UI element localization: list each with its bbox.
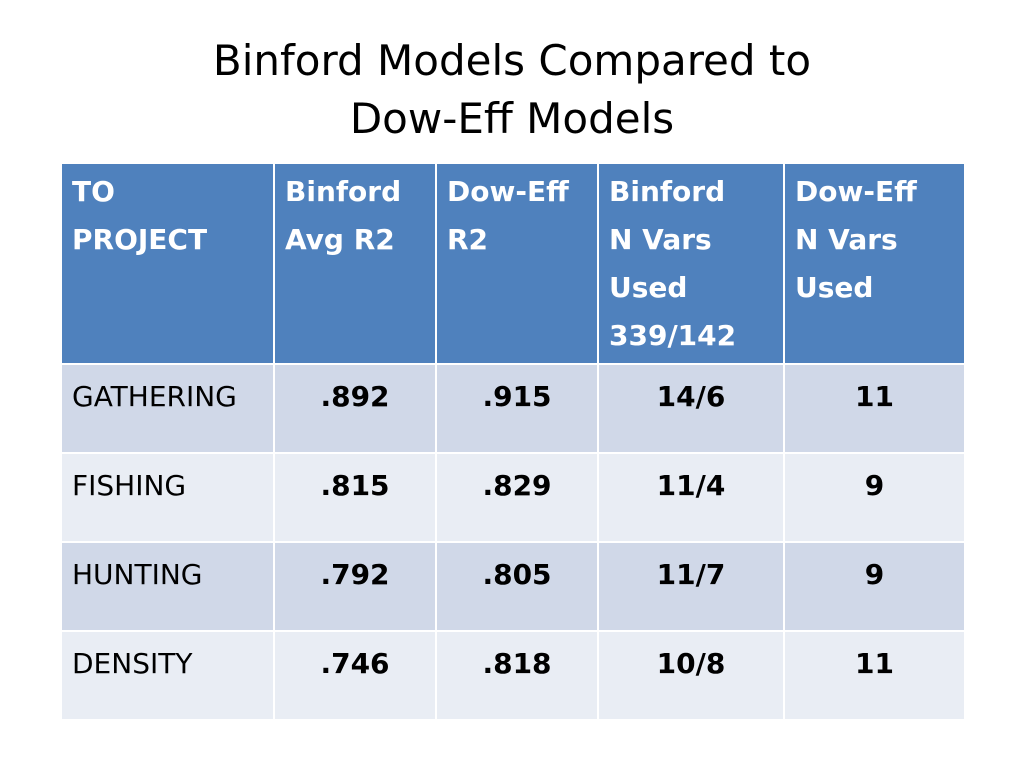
comparison-table: TO PROJECT Binford Avg R2 Dow-Eff R2 Bin… bbox=[60, 162, 966, 721]
header-text: N Vars bbox=[609, 223, 712, 256]
table-row: FISHING .815 .829 11/4 9 bbox=[60, 452, 966, 543]
table-row: HUNTING .792 .805 11/7 9 bbox=[60, 541, 966, 632]
header-dow-eff-n-vars: Dow-Eff N Vars Used bbox=[783, 162, 966, 365]
binford-r2-cell: .792 bbox=[273, 541, 437, 632]
binford-r2-cell: .746 bbox=[273, 630, 437, 721]
dow-eff-r2-cell: .818 bbox=[435, 630, 599, 721]
binford-nvars-cell: 11/4 bbox=[597, 452, 785, 543]
binford-nvars-cell: 11/7 bbox=[597, 541, 785, 632]
binford-r2-cell: .815 bbox=[273, 452, 437, 543]
header-text: Used bbox=[609, 271, 688, 304]
header-text: Dow-Eff bbox=[447, 175, 569, 208]
binford-r2-cell: .892 bbox=[273, 363, 437, 454]
header-text: Binford bbox=[285, 175, 402, 208]
dow-eff-r2-cell: .915 bbox=[435, 363, 599, 454]
row-label: GATHERING bbox=[60, 363, 275, 454]
header-text: PROJECT bbox=[72, 223, 208, 256]
dow-eff-r2-cell: .805 bbox=[435, 541, 599, 632]
header-binford-n-vars: Binford N Vars Used 339/142 bbox=[597, 162, 785, 365]
header-text: 339/142 bbox=[609, 319, 737, 352]
slide-title: Binford Models Compared to Dow-Eff Model… bbox=[0, 32, 1024, 148]
table-row: DENSITY .746 .818 10/8 11 bbox=[60, 630, 966, 721]
header-text: R2 bbox=[447, 223, 489, 256]
slide-title-line-2: Dow-Eff Models bbox=[349, 94, 675, 143]
binford-nvars-cell: 14/6 bbox=[597, 363, 785, 454]
row-label: HUNTING bbox=[60, 541, 275, 632]
dow-eff-nvars-cell: 11 bbox=[783, 363, 966, 454]
header-text: Binford bbox=[609, 175, 726, 208]
row-label: FISHING bbox=[60, 452, 275, 543]
table-row: GATHERING .892 .915 14/6 11 bbox=[60, 363, 966, 454]
header-text: Used bbox=[795, 271, 874, 304]
table-header-row: TO PROJECT Binford Avg R2 Dow-Eff R2 Bin… bbox=[60, 162, 966, 365]
binford-nvars-cell: 10/8 bbox=[597, 630, 785, 721]
dow-eff-r2-cell: .829 bbox=[435, 452, 599, 543]
header-binford-avg-r2: Binford Avg R2 bbox=[273, 162, 437, 365]
header-text: Dow-Eff bbox=[795, 175, 917, 208]
row-label: DENSITY bbox=[60, 630, 275, 721]
header-dow-eff-r2: Dow-Eff R2 bbox=[435, 162, 599, 365]
header-text: TO bbox=[72, 175, 115, 208]
dow-eff-nvars-cell: 9 bbox=[783, 541, 966, 632]
header-text: Avg R2 bbox=[285, 223, 395, 256]
header-to-project: TO PROJECT bbox=[60, 162, 275, 365]
dow-eff-nvars-cell: 11 bbox=[783, 630, 966, 721]
dow-eff-nvars-cell: 9 bbox=[783, 452, 966, 543]
header-text: N Vars bbox=[795, 223, 898, 256]
slide-title-line-1: Binford Models Compared to bbox=[212, 36, 812, 85]
